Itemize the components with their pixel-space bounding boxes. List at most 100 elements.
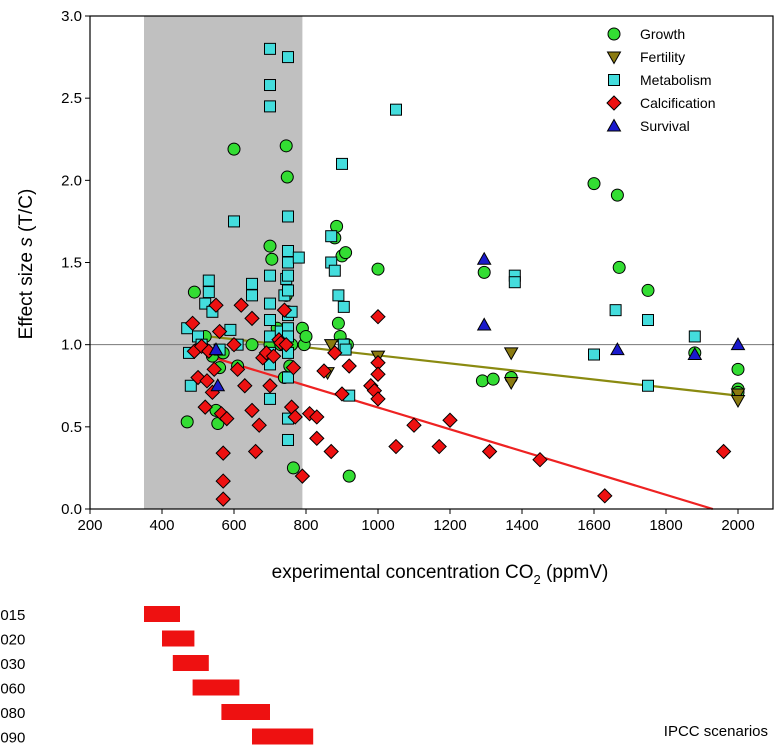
metabolism-point	[282, 269, 294, 282]
growth-point	[587, 177, 601, 191]
metabolism-point	[325, 230, 338, 243]
calcification-point	[251, 417, 267, 433]
calcification-point	[215, 445, 231, 461]
scenario-row-2030: 2030	[0, 655, 209, 673]
legend-label: Survival	[640, 118, 690, 134]
metabolism-point	[390, 103, 402, 116]
metabolism-point	[642, 379, 654, 392]
metabolism-point	[264, 269, 276, 282]
y-axis-title: Effect size s (T/C)	[16, 189, 37, 340]
growth-point	[477, 265, 491, 279]
calcification-point	[184, 315, 201, 332]
fertility-point	[730, 388, 746, 402]
legend-item-fertility: Fertility	[606, 49, 685, 65]
calcification-point	[265, 348, 282, 364]
y-tick-label: 2.0	[61, 172, 82, 189]
legend-label: Metabolism	[640, 72, 712, 88]
calcification-point	[287, 409, 303, 425]
calcification-point	[388, 438, 404, 455]
scenario-row-2020: 2020	[0, 630, 195, 649]
x-tick-label: 1800	[649, 517, 682, 534]
growth-point	[612, 260, 626, 274]
calcification-point	[219, 410, 235, 427]
metabolism-point	[282, 371, 294, 384]
calcification-point	[247, 443, 264, 460]
calcification-point	[715, 443, 732, 460]
legend-item-growth: Growth	[607, 26, 685, 42]
metabolism-point	[282, 244, 294, 257]
calcification-point	[309, 430, 325, 447]
calcification-point	[406, 417, 422, 433]
metabolism-point	[246, 277, 258, 290]
calcification-point	[334, 386, 350, 402]
x-tick-label: 600	[221, 517, 246, 534]
metabolism-point	[224, 323, 237, 336]
legend-marker	[606, 95, 622, 111]
scenario-row-2060: 2060	[0, 679, 240, 698]
calcification-point	[323, 443, 339, 460]
legend: Growth Fertility Metabolism Calcification Su…	[606, 26, 715, 134]
ipcc-scenarios: 2015 2020 2030 2060 2080 2090	[0, 606, 314, 747]
calcification-point	[215, 473, 231, 489]
metabolism-point	[282, 210, 294, 223]
survival-point	[208, 342, 224, 356]
scenario-row-2015: 2015	[0, 606, 180, 624]
growth-point	[641, 283, 655, 297]
calcification-point	[237, 378, 253, 394]
growth-point	[245, 338, 259, 352]
y-tick-label: 0.0	[61, 501, 82, 518]
growth-point	[371, 262, 385, 276]
legend-label: Calcification	[640, 95, 715, 111]
calcification-point	[244, 310, 260, 327]
calcification-point	[370, 366, 386, 382]
metabolism-point	[642, 314, 654, 327]
y-tick-label: 3.0	[61, 8, 82, 25]
metabolism-point	[282, 433, 294, 446]
legend-marker	[608, 74, 620, 86]
growth-point	[286, 461, 300, 475]
fertility-point	[730, 395, 746, 409]
growth-point	[265, 252, 279, 266]
x-tick-label: 800	[293, 517, 318, 534]
x-tick-label: 1000	[361, 517, 394, 534]
metabolism-point	[184, 379, 197, 392]
metabolism-point	[328, 264, 341, 277]
calcification-point	[597, 488, 613, 504]
scenario-bar	[192, 679, 240, 696]
growth-point	[227, 142, 241, 156]
calcification-point	[276, 302, 293, 318]
metabolism-point	[339, 343, 352, 356]
metabolism-point	[264, 392, 276, 405]
metabolism-point	[292, 251, 305, 264]
scenario-row-2090: 2090	[0, 728, 314, 747]
growth-point	[180, 415, 194, 429]
calcification-point	[309, 409, 325, 425]
metabolism-point	[508, 276, 521, 289]
growth-point	[279, 139, 293, 153]
x-axis-ticks: 200 400 600 800 1000 1200 1400 1600 1800 2000	[77, 509, 755, 534]
survival-point	[476, 251, 492, 265]
x-tick-label: 1400	[505, 517, 538, 534]
survival-point	[687, 347, 703, 361]
series-survival	[208, 251, 746, 392]
calcification-point	[294, 468, 311, 484]
calcification-point	[327, 345, 343, 361]
x-axis-title: experimental concentration CO2 (ppmV)	[272, 562, 609, 587]
metabolism-point	[282, 284, 294, 297]
growth-point	[299, 329, 313, 343]
calcification-point	[481, 443, 498, 460]
calcification-point	[532, 451, 548, 468]
y-axis-ticks: 0.0 0.5 1.0 1.5 2.0 2.5 3.0	[61, 8, 90, 518]
metabolism-point	[228, 215, 240, 228]
scenario-bar	[252, 728, 314, 745]
growth-point	[187, 285, 201, 299]
calcification-point	[229, 361, 246, 378]
calcification-point	[206, 361, 222, 378]
survival-point	[610, 342, 625, 356]
calcification-point	[211, 323, 228, 340]
x-tick-label: 400	[149, 517, 174, 534]
growth-point	[280, 170, 294, 184]
legend-marker	[607, 27, 621, 41]
survival-point	[476, 317, 492, 331]
